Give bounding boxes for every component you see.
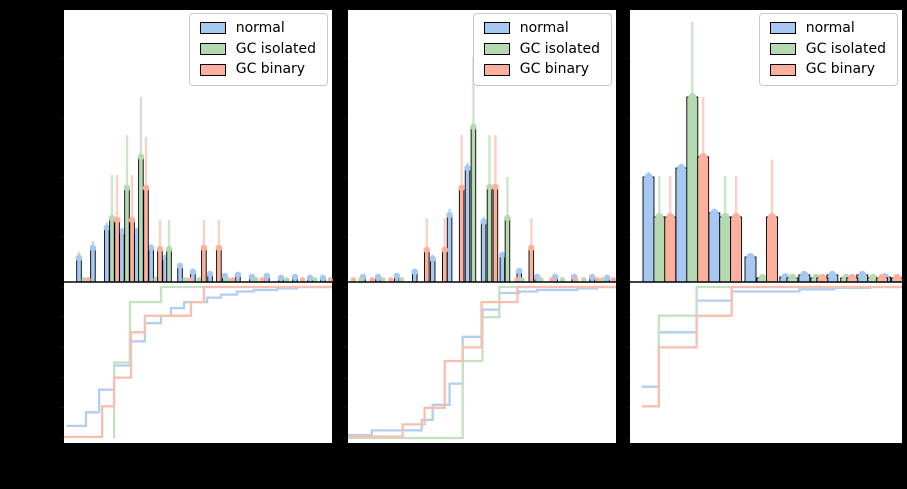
legend-swatch-gc-binary	[483, 63, 510, 76]
legend-item-normal: normal	[199, 20, 316, 36]
legend-item-gc-isolated: GC isolated	[199, 40, 316, 57]
legend-swatch-gc-isolated	[199, 43, 226, 56]
legend-item-gc-binary: GC binary	[769, 61, 886, 78]
legend-item-gc-binary: GC binary	[483, 61, 600, 78]
legend-label-gc-binary: GC binary	[519, 61, 590, 78]
legend-label-normal: normal	[519, 20, 569, 36]
legend: normal GC isolated GC binary	[758, 13, 898, 87]
legend: normal GC isolated GC binary	[188, 13, 328, 87]
legend-swatch-gc-binary	[769, 63, 796, 76]
legend-swatch-normal	[483, 22, 510, 35]
legend-item-gc-isolated: GC isolated	[483, 40, 600, 57]
legend-item-normal: normal	[769, 20, 886, 36]
legend: normal GC isolated GC binary	[472, 13, 612, 87]
panel-3: normal GC isolated GC binary	[625, 10, 904, 443]
legend-swatch-normal	[769, 22, 796, 35]
legend-item-normal: normal	[483, 20, 600, 36]
legend-label-normal: normal	[235, 20, 285, 36]
legend-label-gc-isolated: GC isolated	[805, 40, 886, 57]
legend-label-gc-isolated: GC isolated	[235, 40, 316, 57]
legend-label-gc-isolated: GC isolated	[519, 40, 600, 57]
legend-label-gc-binary: GC binary	[805, 61, 876, 78]
panel-2: normal GC isolated GC binary	[343, 10, 617, 443]
legend-swatch-normal	[199, 22, 226, 35]
legend-swatch-gc-isolated	[483, 43, 510, 56]
legend-swatch-gc-isolated	[769, 43, 796, 56]
legend-label-gc-binary: GC binary	[235, 61, 306, 78]
legend-swatch-gc-binary	[199, 63, 226, 76]
legend-label-normal: normal	[805, 20, 855, 36]
panel-1: normal GC isolated GC binary	[59, 10, 333, 443]
legend-item-gc-isolated: GC isolated	[769, 40, 886, 57]
legend-item-gc-binary: GC binary	[199, 61, 316, 78]
